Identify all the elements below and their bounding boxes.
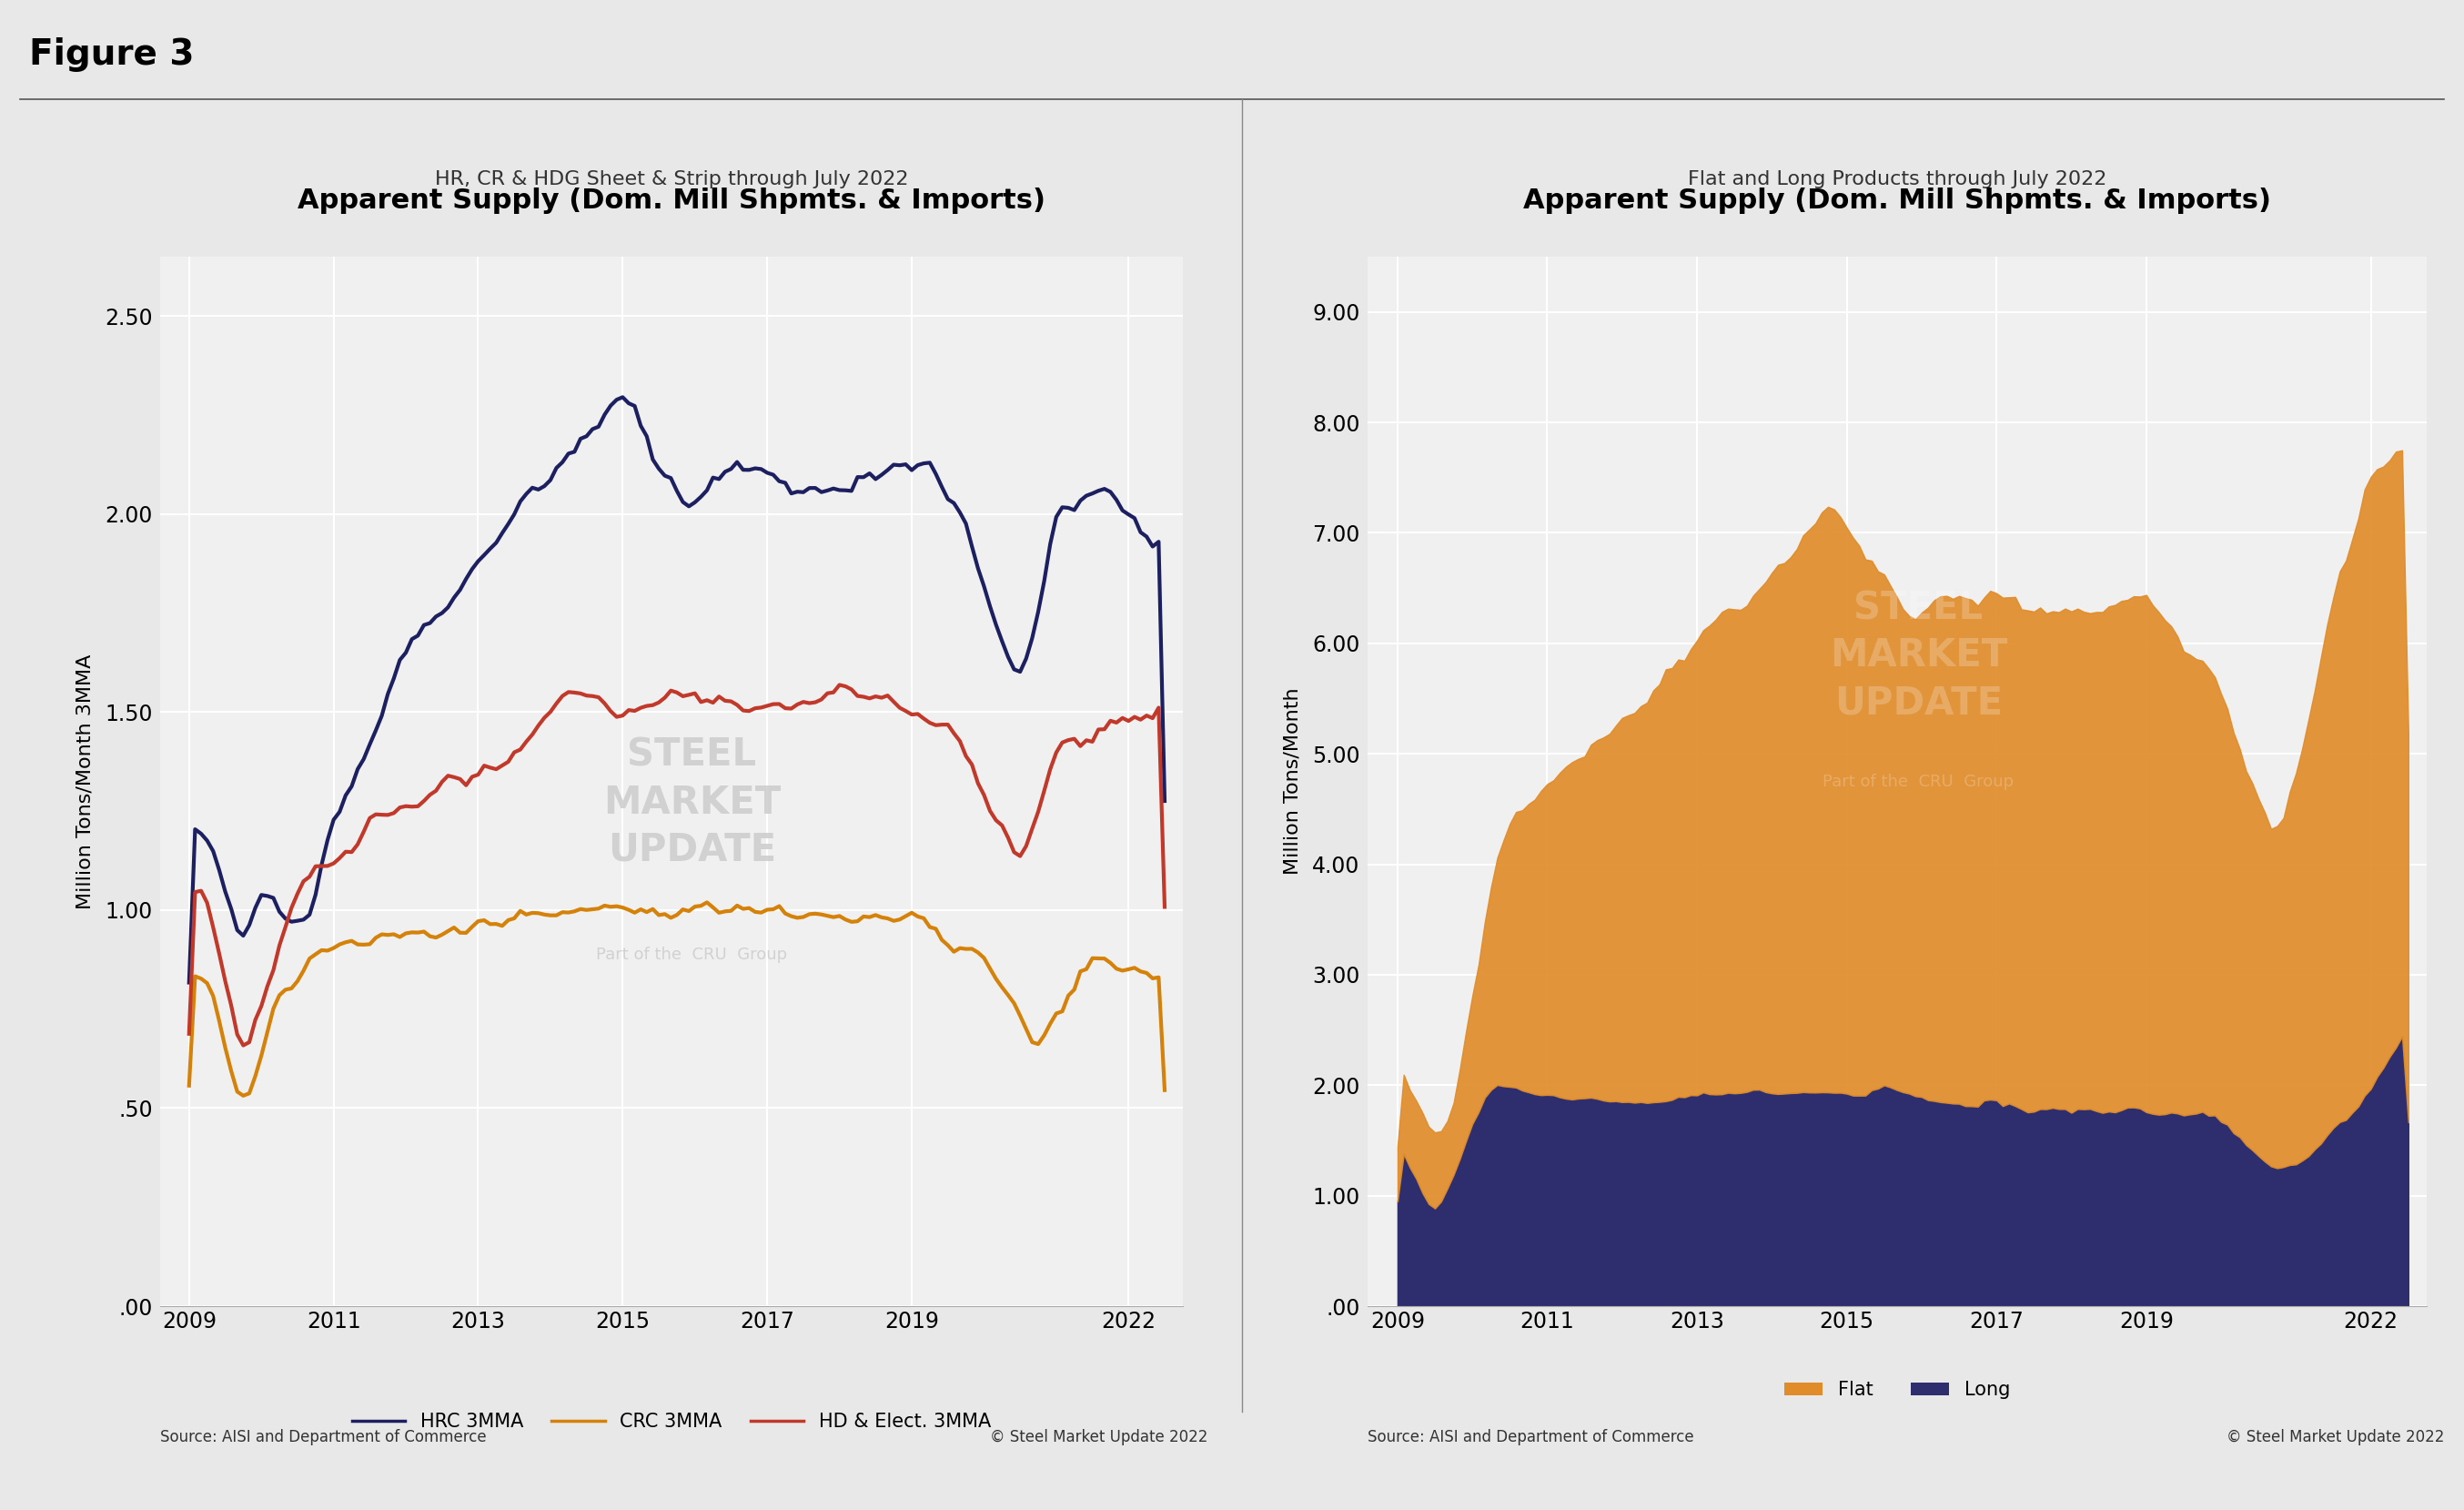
Text: Figure 3: Figure 3: [30, 38, 195, 72]
Y-axis label: Million Tons/Month 3MMA: Million Tons/Month 3MMA: [76, 654, 94, 909]
Legend: HRC 3MMA, CRC 3MMA, HD & Elect. 3MMA: HRC 3MMA, CRC 3MMA, HD & Elect. 3MMA: [345, 1404, 998, 1439]
Text: Part of the  CRU  Group: Part of the CRU Group: [596, 947, 788, 963]
Text: © Steel Market Update 2022: © Steel Market Update 2022: [2227, 1430, 2444, 1445]
Text: Source: AISI and Department of Commerce: Source: AISI and Department of Commerce: [160, 1430, 485, 1445]
Title: Apparent Supply (Dom. Mill Shpmts. & Imports): Apparent Supply (Dom. Mill Shpmts. & Imp…: [1523, 187, 2272, 214]
Legend: Flat, Long: Flat, Long: [1777, 1374, 2018, 1407]
Y-axis label: Million Tons/Month: Million Tons/Month: [1284, 689, 1301, 874]
Title: Apparent Supply (Dom. Mill Shpmts. & Imports): Apparent Supply (Dom. Mill Shpmts. & Imp…: [298, 187, 1045, 214]
Text: STEEL
MARKET
UPDATE: STEEL MARKET UPDATE: [604, 735, 781, 868]
Text: HR, CR & HDG Sheet & Strip through July 2022: HR, CR & HDG Sheet & Strip through July …: [434, 171, 909, 189]
Text: STEEL
MARKET
UPDATE: STEEL MARKET UPDATE: [1831, 589, 2008, 722]
Text: Part of the  CRU  Group: Part of the CRU Group: [1823, 773, 2013, 790]
Text: Flat and Long Products through July 2022: Flat and Long Products through July 2022: [1688, 171, 2107, 189]
Text: Source: AISI and Department of Commerce: Source: AISI and Department of Commerce: [1368, 1430, 1693, 1445]
Text: © Steel Market Update 2022: © Steel Market Update 2022: [991, 1430, 1207, 1445]
